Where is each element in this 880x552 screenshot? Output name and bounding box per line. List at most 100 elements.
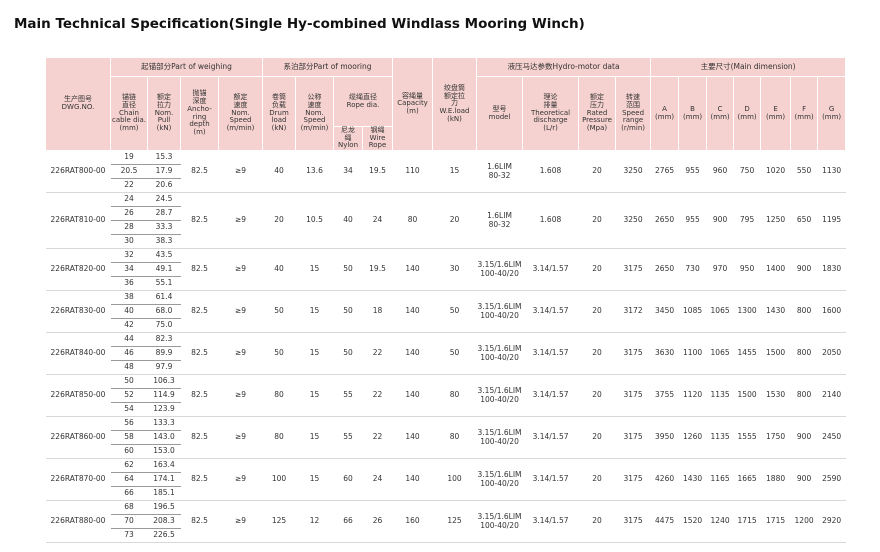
spec-cell: 18: [362, 290, 393, 334]
spec-cell: 1665: [733, 458, 761, 502]
spec-cell: 900: [790, 458, 818, 502]
header-cell: C (mm): [706, 75, 735, 152]
spec-cell: 2050: [817, 332, 846, 376]
chain-dia: 48: [110, 360, 148, 376]
spec-cell: 15: [295, 458, 334, 502]
spec-cell: 50: [432, 290, 477, 334]
spec-cell: 3.15/1.6LIM 100-40/20: [476, 332, 523, 376]
spec-cell: 1715: [760, 500, 791, 544]
table-row: 60 153.0: [46, 444, 846, 460]
spec-cell: 55: [333, 416, 363, 460]
spec-cell: 3630: [650, 332, 679, 376]
spec-cell: 1065: [706, 290, 734, 334]
nom-pull: 20.6: [147, 178, 181, 194]
spec-cell: 900: [790, 416, 818, 460]
spec-cell: 20: [578, 374, 616, 418]
chain-dia: 26: [110, 206, 148, 222]
spec-cell: 50: [262, 332, 296, 376]
chain-dia: 20.5: [110, 164, 148, 180]
chain-dia: 32: [110, 248, 148, 264]
spec-cell: 15: [295, 248, 334, 292]
spec-cell: 80: [432, 416, 477, 460]
spec-cell: 20: [578, 192, 616, 250]
spec-cell: ≥9: [218, 150, 263, 194]
spec-cell: 82.5: [180, 374, 219, 418]
table-row: 30 38.3: [46, 234, 846, 250]
table-row: 226RAT810-00 24 24.5 82.5 ≥9 20 10.5 40 24 80 20 1.…: [45, 192, 846, 250]
spec-cell: ≥9: [218, 332, 263, 376]
spec-cell: 900: [790, 248, 818, 292]
spec-cell: 3175: [615, 500, 651, 544]
spec-cell: 10.5: [295, 192, 334, 250]
spec-cell: 1600: [817, 290, 846, 334]
spec-cell: 15: [295, 332, 334, 376]
header-cell: 转速 范围 Speed range (r/min): [615, 75, 652, 152]
header-cell: 额定 压力 Rated Pressure (Mpa): [578, 75, 617, 152]
nom-pull: 114.9: [147, 388, 181, 404]
spec-cell: 1250: [760, 192, 791, 250]
spec-cell: 125: [262, 500, 296, 544]
nom-pull: 196.5: [147, 500, 181, 516]
spec-cell: 3.15/1.6LIM 100-40/20: [476, 458, 523, 502]
table-row: 尼龙 绳 Nylon 钢绳 Wire Rope: [46, 125, 846, 152]
spec-cell: 100: [432, 458, 477, 502]
header-group: 起锚部分Part of weighing: [110, 57, 263, 77]
table-row: 70 208.3: [46, 514, 846, 530]
spec-cell: 3755: [650, 374, 679, 418]
spec-cell: 650: [790, 192, 818, 250]
chain-dia: 50: [110, 374, 148, 390]
spec-cell: 140: [392, 332, 433, 376]
spec-cell: 1065: [706, 332, 734, 376]
spec-cell: 1.608: [522, 192, 579, 250]
spec-cell: 26: [362, 500, 393, 544]
dwg-no: 226RAT830-00: [45, 290, 111, 334]
nom-pull: 33.3: [147, 220, 181, 236]
nom-pull: 174.1: [147, 472, 181, 488]
spec-cell: ≥9: [218, 248, 263, 292]
spec-cell: 1520: [678, 500, 707, 544]
spec-cell: 3175: [615, 332, 651, 376]
header-cell: 公称 速度 Nom. Speed (m/min): [295, 75, 334, 152]
spec-cell: 80: [262, 374, 296, 418]
spec-cell: 1500: [760, 332, 791, 376]
spec-cell: 3950: [650, 416, 679, 460]
dwg-no: 226RAT870-00: [45, 458, 111, 502]
spec-cell: 1430: [760, 290, 791, 334]
spec-cell: 1750: [760, 416, 791, 460]
spec-cell: 82.5: [180, 332, 219, 376]
header-cell: 理论 排量 Theoretical discharge (L/r): [522, 75, 580, 152]
spec-cell: 19.5: [362, 150, 393, 194]
spec-cell: 1300: [733, 290, 761, 334]
header-group: 主要尺寸(Main dimension): [650, 57, 847, 77]
spec-cell: 82.5: [180, 192, 219, 250]
table-row: 40 68.0: [46, 304, 846, 320]
nom-pull: 15.3: [147, 150, 181, 166]
spec-cell: 20: [578, 332, 616, 376]
spec-cell: 1430: [678, 458, 707, 502]
nom-pull: 49.1: [147, 262, 181, 278]
spec-cell: 140: [392, 458, 433, 502]
spec-cell: 20: [578, 458, 616, 502]
header-group: 缆绳直径 Rope dia.: [332, 76, 394, 127]
spec-cell: ≥9: [218, 192, 263, 250]
spec-cell: 3.15/1.6LIM 100-40/20: [476, 290, 523, 334]
header-cell: A (mm): [650, 75, 680, 152]
spec-cell: 3.14/1.57: [522, 500, 579, 544]
table-row: 20.5 17.9: [46, 164, 846, 180]
spec-cell: 1020: [760, 150, 791, 194]
spec-cell: 3.15/1.6LIM 100-40/20: [476, 416, 523, 460]
header-cell: 绞盘筒 额定拉 力 W.E.load (kN): [432, 56, 478, 152]
spec-cell: 50: [333, 290, 363, 334]
spec-cell: 82.5: [180, 500, 219, 544]
table-row: 226RAT850-00 50 106.3 82.5 ≥9 80 15 55 22 140 80 3.…: [45, 374, 846, 418]
table-row: 226RAT800-00 19 15.3 82.5 ≥9 40 13.6 34 19.5 110 1…: [45, 150, 846, 194]
spec-cell: 2920: [817, 500, 846, 544]
nom-pull: 97.9: [147, 360, 181, 376]
chain-dia: 52: [110, 388, 148, 404]
spec-cell: 22: [362, 374, 393, 418]
header-cell: 抛锚 深度 Ancho- ring depth (m): [180, 75, 219, 152]
spec-cell: 800: [790, 332, 818, 376]
header-cell: B (mm): [678, 75, 708, 152]
spec-cell: ≥9: [218, 290, 263, 334]
spec-cell: 4260: [650, 458, 679, 502]
